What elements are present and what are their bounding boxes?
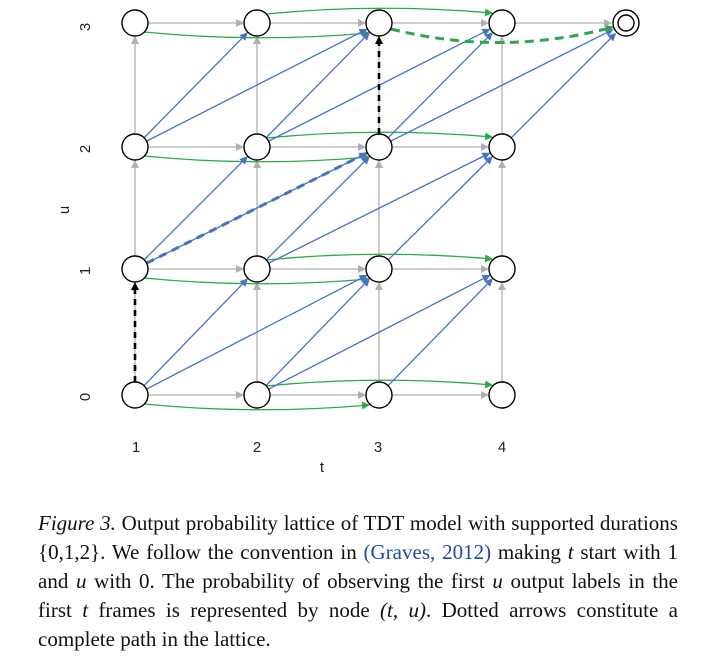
path-edge-blank-duration-2: [390, 24, 614, 44]
u-tick-3: 3: [77, 23, 94, 31]
lattice-node: [243, 381, 271, 409]
blank-edge-duration-2: [143, 29, 370, 39]
caption-math-t: t: [82, 598, 89, 622]
blank-edge-duration-2: [143, 275, 370, 285]
t-tick-3: 3: [374, 439, 382, 456]
caption-text: . Dotted arrows constitute a complete pa…: [38, 598, 678, 651]
caption-text: with 0. The probability of observing the…: [86, 569, 493, 593]
blank-edge-duration-2: [265, 253, 493, 263]
grid-edges: [131, 19, 612, 399]
lattice-node: [488, 133, 516, 161]
lattice-nodes: [121, 9, 640, 409]
caption-math-u: u: [492, 569, 503, 593]
u-tick-1: 1: [77, 267, 94, 275]
lattice-node: [243, 9, 271, 37]
lattice-node: [365, 133, 393, 161]
lattice-node: [488, 255, 516, 283]
caption-text: frames is represented by node: [88, 598, 381, 622]
caption-text: start with 1 and: [38, 540, 678, 593]
label-edge-duration-1: [143, 156, 248, 261]
label-edge-duration-1: [265, 278, 370, 387]
label-edge-duration-1: [387, 278, 493, 387]
label-edges: [143, 28, 617, 390]
lattice-node: [121, 255, 149, 283]
lattice-node: [488, 381, 516, 409]
lattice-node: [488, 9, 516, 37]
t-tick-2: 2: [253, 439, 261, 456]
caption-text: making: [491, 540, 568, 564]
lattice-node: [121, 381, 149, 409]
blank-edge-duration-2: [143, 153, 370, 163]
t-tick-4: 4: [498, 439, 506, 456]
lattice-node: [365, 381, 393, 409]
t-axis-label: t: [320, 459, 325, 476]
label-edge-duration-1: [265, 32, 370, 139]
final-node-inner-ring: [617, 14, 635, 32]
label-edge-duration-1: [387, 156, 493, 261]
blank-edge-duration-2: [265, 379, 493, 389]
figure-caption: Figure 3. Output probability lattice of …: [38, 509, 678, 654]
lattice-node: [243, 133, 271, 161]
label-edge-to-end: [390, 29, 614, 142]
label-edge-duration-1: [143, 32, 248, 139]
label-edge-duration-1: [143, 278, 248, 387]
lattice-diagram: 1 2 3 4 t 0 1 2 3 u: [56, 7, 640, 476]
label-edge-duration-2: [146, 152, 368, 264]
caption-citation-link[interactable]: (Graves, 2012): [363, 540, 492, 564]
label-edge-to-end: [510, 32, 617, 139]
blank-edge-duration-2: [265, 7, 493, 17]
lattice-node: [121, 9, 149, 37]
caption-text: Output probability lattice of TDT model …: [38, 511, 678, 564]
lattice-node: [243, 255, 271, 283]
label-edge-duration-2: [268, 274, 491, 390]
lattice-node: [365, 255, 393, 283]
complete-path-edges: [131, 24, 614, 382]
u-tick-2: 2: [77, 145, 94, 153]
t-tick-1: 1: [132, 439, 140, 456]
caption-math-node: (t, u): [380, 598, 426, 622]
caption-figure-label: Figure 3.: [38, 511, 116, 535]
label-edge-duration-2: [268, 152, 491, 264]
caption-text: output labels in the first: [38, 569, 678, 622]
label-edge-duration-1: [387, 32, 493, 139]
caption-math-t: t: [567, 540, 574, 564]
caption-math-u: u: [75, 569, 87, 593]
u-tick-0: 0: [77, 393, 94, 401]
label-edge-duration-2: [146, 28, 368, 142]
lattice-node: [121, 133, 149, 161]
label-edge-duration-2: [146, 274, 368, 390]
lattice-node: [365, 9, 393, 37]
u-axis-label: u: [56, 206, 73, 214]
label-edge-duration-1: [265, 156, 370, 261]
blank-edge-duration-2: [143, 401, 370, 411]
